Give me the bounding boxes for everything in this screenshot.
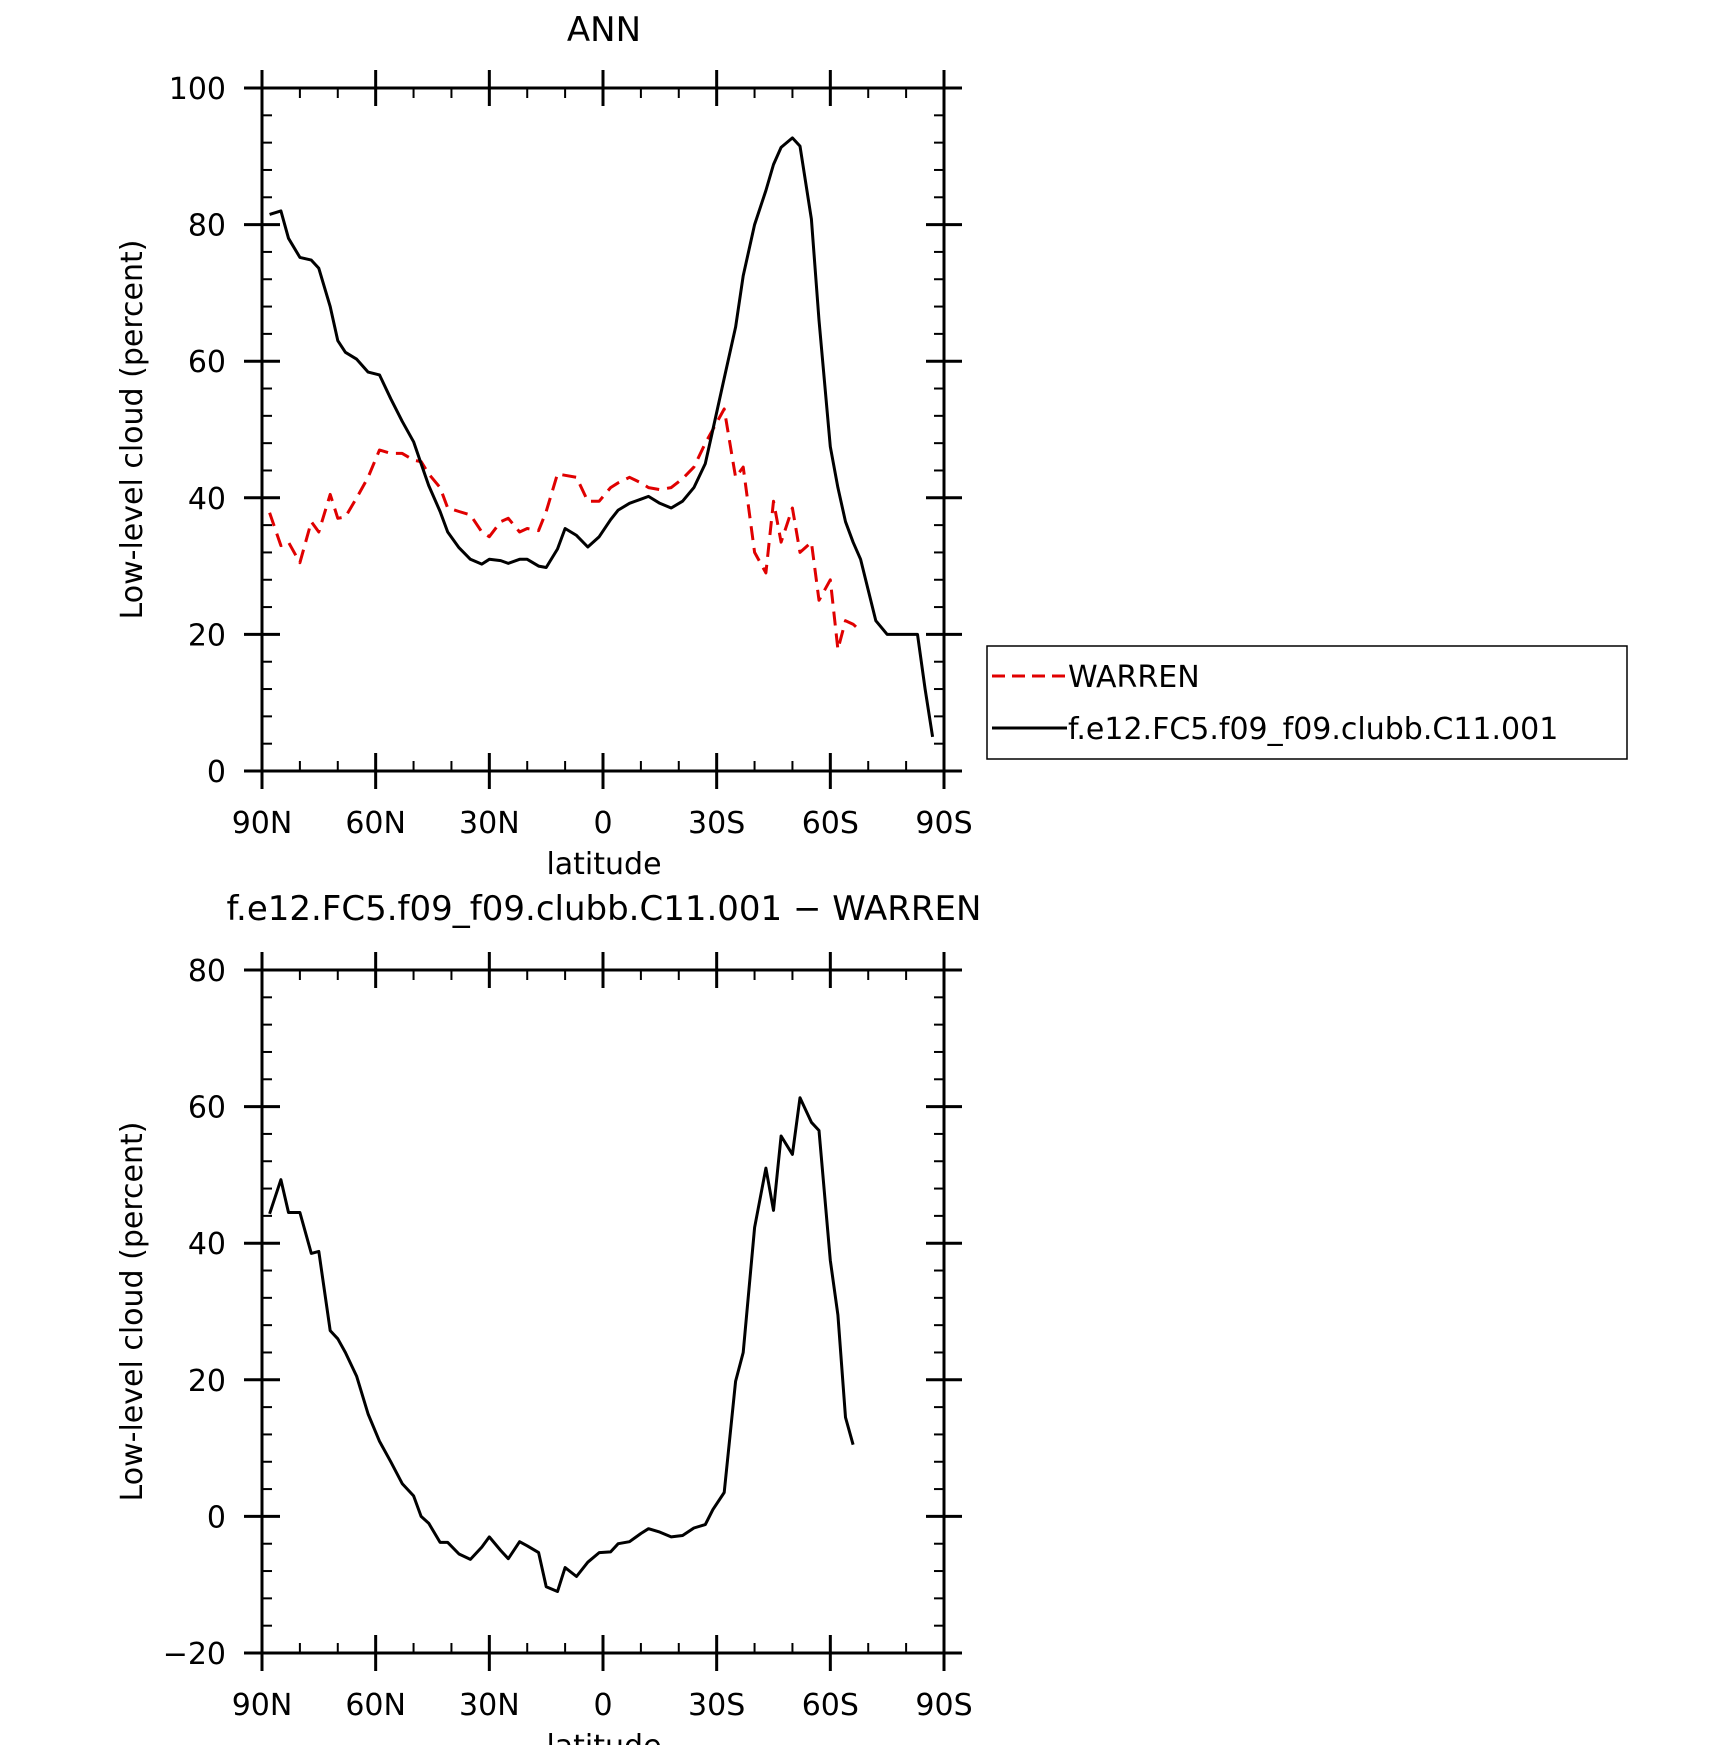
series-group xyxy=(268,136,935,738)
y-tick-label: 20 xyxy=(188,1364,226,1399)
y-tick-label: 80 xyxy=(188,209,226,244)
chart-title: ANN xyxy=(567,10,641,50)
y-tick-labels: 0 20 40 60 80 100 xyxy=(169,72,226,790)
x-tick-label: 90N xyxy=(232,806,293,841)
x-axis-label: latitude xyxy=(546,1729,661,1745)
series-line-warren xyxy=(268,407,862,651)
y-tick-label: 0 xyxy=(207,1500,226,1535)
legend-label-warren: WARREN xyxy=(1068,660,1200,695)
x-tick-label: 30N xyxy=(459,1688,520,1723)
legend-box xyxy=(986,645,1628,760)
x-tick-label: 90S xyxy=(915,1688,972,1723)
chart-title: f.e12.FC5.f09_f09.clubb.C11.001 − WARREN xyxy=(227,889,982,929)
y-tick-label: 100 xyxy=(169,72,226,107)
y-tick-label: 80 xyxy=(188,954,226,989)
x-tick-label: 30S xyxy=(688,1688,745,1723)
y-tick-labels: −20 0 20 40 60 80 xyxy=(163,954,226,1672)
y-tick-label: 40 xyxy=(188,1227,226,1262)
x-tick-label: 60S xyxy=(802,806,859,841)
panel-bottom: f.e12.FC5.f09_f09.clubb.C11.001 − WARREN… xyxy=(115,889,981,1745)
x-tick-labels: 90N 60N 30N 0 30S 60S 90S xyxy=(232,1688,973,1723)
axis-ticks xyxy=(244,952,962,1671)
x-tick-label: 30N xyxy=(459,806,520,841)
plot-frame xyxy=(260,968,946,1655)
series-line-difference xyxy=(268,1096,855,1593)
y-tick-label: −20 xyxy=(163,1637,226,1672)
y-tick-label: 60 xyxy=(188,1091,226,1126)
panel-top: ANN Low-level cloud (percent) latitude 0… xyxy=(115,10,973,882)
y-tick-label: 60 xyxy=(188,345,226,380)
series-line-model xyxy=(269,136,935,738)
x-tick-label: 60S xyxy=(802,1688,859,1723)
x-tick-label: 60N xyxy=(345,806,406,841)
series-group xyxy=(268,1096,855,1593)
y-tick-label: 40 xyxy=(188,482,226,517)
x-tick-label: 60N xyxy=(345,1688,406,1723)
x-tick-label: 0 xyxy=(593,806,612,841)
legend-label-model: f.e12.FC5.f09_f09.clubb.C11.001 xyxy=(1068,712,1558,747)
x-axis-label: latitude xyxy=(546,847,661,882)
legend: WARREN f.e12.FC5.f09_f09.clubb.C11.001 xyxy=(986,645,1628,760)
y-axis-label: Low-level cloud (percent) xyxy=(115,240,150,620)
y-tick-label: 20 xyxy=(188,618,226,653)
x-tick-labels: 90N 60N 30N 0 30S 60S 90S xyxy=(232,806,973,841)
x-tick-label: 90S xyxy=(915,806,972,841)
y-tick-label: 0 xyxy=(207,755,226,790)
x-tick-label: 30S xyxy=(688,806,745,841)
x-tick-label: 90N xyxy=(232,1688,293,1723)
y-axis-label: Low-level cloud (percent) xyxy=(115,1122,150,1502)
axis-ticks xyxy=(244,70,962,789)
x-tick-label: 0 xyxy=(593,1688,612,1723)
plot-frame xyxy=(260,86,946,773)
